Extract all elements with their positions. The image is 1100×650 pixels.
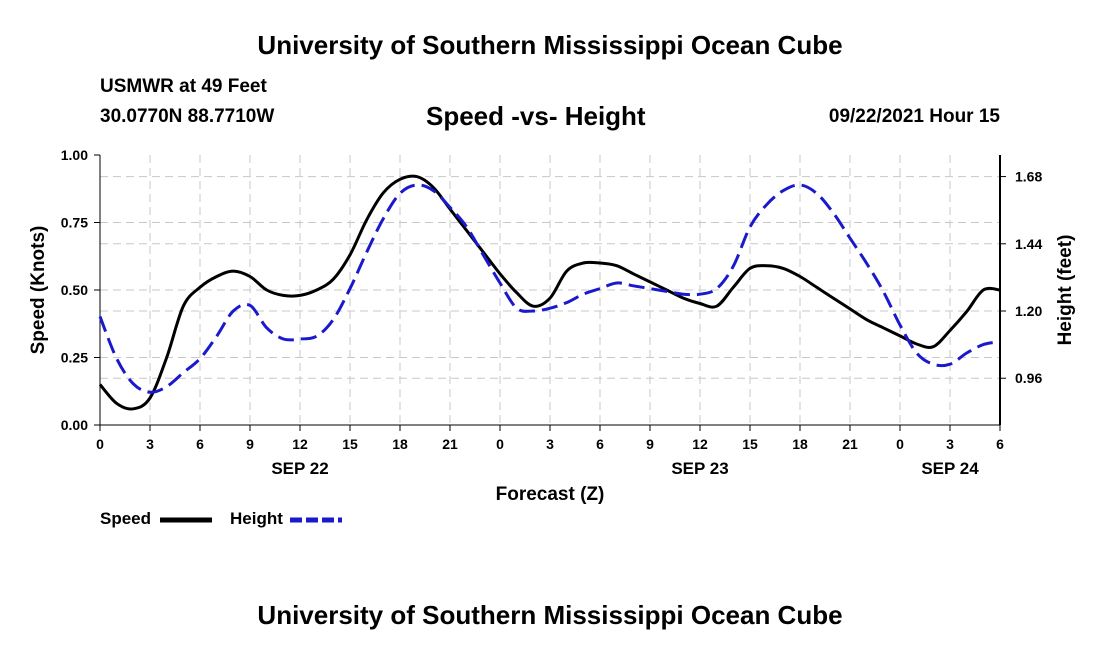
y2-tick-label: 0.96 xyxy=(1015,370,1042,386)
y2-tick-label: 1.44 xyxy=(1015,236,1042,252)
x-tick-label: 18 xyxy=(392,436,408,452)
legend-height-swatch xyxy=(290,517,342,523)
legend-speed-label: Speed xyxy=(100,509,152,528)
x-tick-label: 0 xyxy=(896,436,904,452)
x-tick-label: 3 xyxy=(546,436,554,452)
x-tick-label: 15 xyxy=(342,436,358,452)
y-tick-label: 0.25 xyxy=(61,350,88,366)
x-tick-label: 3 xyxy=(146,436,154,452)
station-label: USMWR at 49 Feet xyxy=(100,76,267,97)
x-tick-label: 12 xyxy=(292,436,308,452)
x-tick-label: 21 xyxy=(442,436,458,452)
x-tick-label: 3 xyxy=(946,436,954,452)
x-date-label: SEP 24 xyxy=(921,459,979,478)
x-tick-label: 21 xyxy=(842,436,858,452)
x-tick-label: 6 xyxy=(196,436,204,452)
x-tick-label: 6 xyxy=(596,436,604,452)
bottom-title: University of Southern Mississippi Ocean… xyxy=(257,600,843,630)
x-tick-label: 9 xyxy=(646,436,654,452)
y-axis-title: Speed (Knots) xyxy=(28,226,49,355)
series-line-height xyxy=(98,183,1001,394)
x-tick-label: 9 xyxy=(246,436,254,452)
x-date-label: SEP 23 xyxy=(671,459,728,478)
legend-height-label: Height xyxy=(230,509,283,528)
x-tick-label: 0 xyxy=(496,436,504,452)
x-tick-label: 15 xyxy=(742,436,758,452)
x-tick-label: 6 xyxy=(996,436,1004,452)
y-tick-label: 0.00 xyxy=(61,417,88,433)
y-tick-label: 1.00 xyxy=(61,147,88,163)
y2-axis-title: Height (feet) xyxy=(1055,235,1076,346)
x-date-label: SEP 22 xyxy=(271,459,328,478)
y2-tick-label: 1.20 xyxy=(1015,303,1042,319)
x-axis-title: Forecast (Z) xyxy=(496,484,605,505)
x-tick-label: 0 xyxy=(96,436,104,452)
x-tick-label: 18 xyxy=(792,436,808,452)
station-coordinates: 30.0770N 88.7710W xyxy=(100,106,275,127)
y-tick-label: 0.75 xyxy=(61,215,88,231)
forecast-datetime: 09/22/2021 Hour 15 xyxy=(828,106,1000,127)
series-line-speed xyxy=(98,174,1001,411)
x-tick-label: 12 xyxy=(692,436,708,452)
chart-title: Speed -vs- Height xyxy=(426,101,646,131)
y-tick-label: 0.50 xyxy=(61,282,88,298)
top-title: University of Southern Mississippi Ocean… xyxy=(257,30,843,60)
legend-speed-swatch xyxy=(160,517,212,523)
y2-tick-label: 1.68 xyxy=(1015,169,1042,185)
